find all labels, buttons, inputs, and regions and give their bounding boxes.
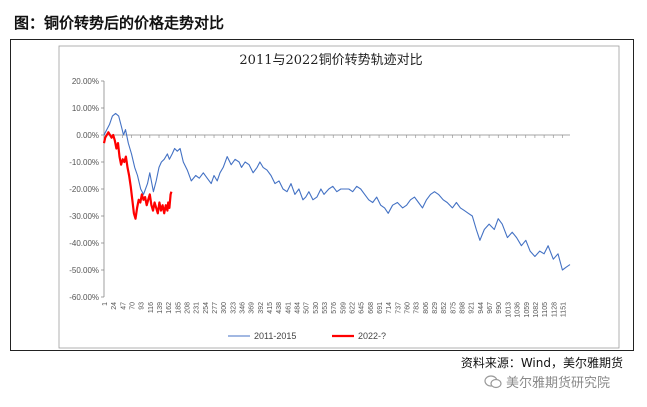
- chart-title: 2011与2022铜价转势轨迹对比: [239, 52, 422, 68]
- y-tick-label: -20.00%: [69, 185, 99, 194]
- x-tick-label: 783: [414, 302, 421, 314]
- y-tick-label: 20.00%: [72, 77, 99, 86]
- x-tick-label: 1128: [551, 302, 558, 317]
- y-tick-label: 0.00%: [76, 131, 99, 140]
- x-tick-label: 392: [258, 302, 265, 314]
- x-tick-label: 553: [322, 302, 329, 314]
- x-tick-label: 691: [377, 302, 384, 314]
- y-tick-label: -40.00%: [69, 239, 99, 248]
- x-tick-label: 576: [331, 302, 338, 314]
- x-tick-label: 162: [166, 302, 173, 314]
- x-tick-label: 208: [185, 302, 192, 314]
- x-tick-label: 829: [432, 302, 439, 314]
- legend-label: 2022-?: [358, 331, 386, 341]
- x-tick-label: 990: [496, 302, 503, 314]
- x-tick-label: 875: [450, 302, 457, 314]
- x-tick-label: 1105: [542, 302, 549, 317]
- x-tick-label: 415: [267, 302, 274, 314]
- bottom-rule: [10, 350, 634, 351]
- x-tick-label: 714: [386, 302, 393, 314]
- y-tick-label: -30.00%: [69, 212, 99, 221]
- x-tick-label: 507: [304, 302, 311, 314]
- top-rule: [10, 39, 634, 40]
- x-tick-label: 944: [478, 302, 485, 314]
- series-line-2011-2015: [103, 112, 571, 271]
- x-tick-label: 461: [285, 302, 292, 314]
- y-tick-label: -60.00%: [69, 293, 99, 302]
- figure-title: 图：铜价转势后的价格走势对比: [14, 14, 225, 32]
- x-tick-label: 668: [368, 302, 375, 314]
- x-tick-label: 852: [441, 302, 448, 314]
- x-axis: 1 24 47 70 93 116 139 162 185 208 231 254 277 300 323 3…: [102, 134, 570, 318]
- x-tick-label: 139: [157, 302, 164, 314]
- x-tick-label: 323: [230, 302, 237, 314]
- x-tick-label: 599: [340, 302, 347, 314]
- y-tick-label: -50.00%: [69, 266, 99, 275]
- series-line-2022: [102, 131, 173, 220]
- legend: 2011-2015 2022-?: [228, 331, 386, 341]
- y-tick-label: 10.00%: [72, 104, 99, 113]
- y-axis: 20.00% 10.00% 0.00% -10.00% -20.00% -30.00% -4…: [69, 77, 105, 302]
- x-tick-label: 300: [221, 302, 228, 314]
- series-lines: [102, 112, 571, 271]
- x-tick-label: 806: [423, 302, 430, 314]
- watermark-text: 美尔雅期货研究院: [506, 376, 611, 391]
- x-tick-label: 70: [130, 302, 137, 310]
- x-tick-label: 231: [194, 302, 201, 314]
- x-tick-label: 277: [212, 302, 219, 314]
- wechat-icon: [484, 374, 502, 388]
- x-tick-label: 1151: [560, 302, 567, 317]
- x-tick-label: 530: [313, 302, 320, 314]
- y-tick-label: -10.00%: [69, 158, 99, 167]
- x-tick-label: 185: [175, 302, 182, 314]
- x-tick-label: 967: [487, 302, 494, 314]
- x-tick-label: 760: [405, 302, 412, 314]
- source-note: 资料来源：Wind，美尔雅期货: [460, 356, 623, 370]
- x-tick-label: 1059: [524, 302, 531, 318]
- chart-border: [58, 45, 620, 349]
- x-tick-label: 898: [460, 302, 467, 314]
- x-tick-label: 93: [139, 302, 146, 310]
- chart-frame: [10, 39, 634, 350]
- x-tick-label: 737: [395, 302, 402, 314]
- x-tick-label: 254: [203, 302, 210, 314]
- x-tick-label: 645: [359, 302, 366, 314]
- x-tick-label: 622: [350, 302, 357, 314]
- x-tick-label: 24: [111, 302, 118, 310]
- x-tick-label: 1036: [515, 302, 522, 318]
- x-tick-label: 438: [276, 302, 283, 314]
- x-tick-label: 369: [249, 302, 256, 314]
- x-tick-label: 1: [102, 302, 109, 306]
- legend-label: 2011-2015: [254, 331, 296, 341]
- x-tick-label: 47: [120, 302, 127, 310]
- x-tick-label: 346: [240, 302, 247, 314]
- x-tick-label: 921: [469, 302, 476, 314]
- x-tick-label: 116: [148, 302, 155, 313]
- x-tick-label: 484: [295, 302, 302, 314]
- x-tick-label: 1082: [533, 302, 540, 318]
- x-tick-label: 1013: [505, 302, 512, 318]
- watermark: 美尔雅期货研究院: [484, 372, 610, 391]
